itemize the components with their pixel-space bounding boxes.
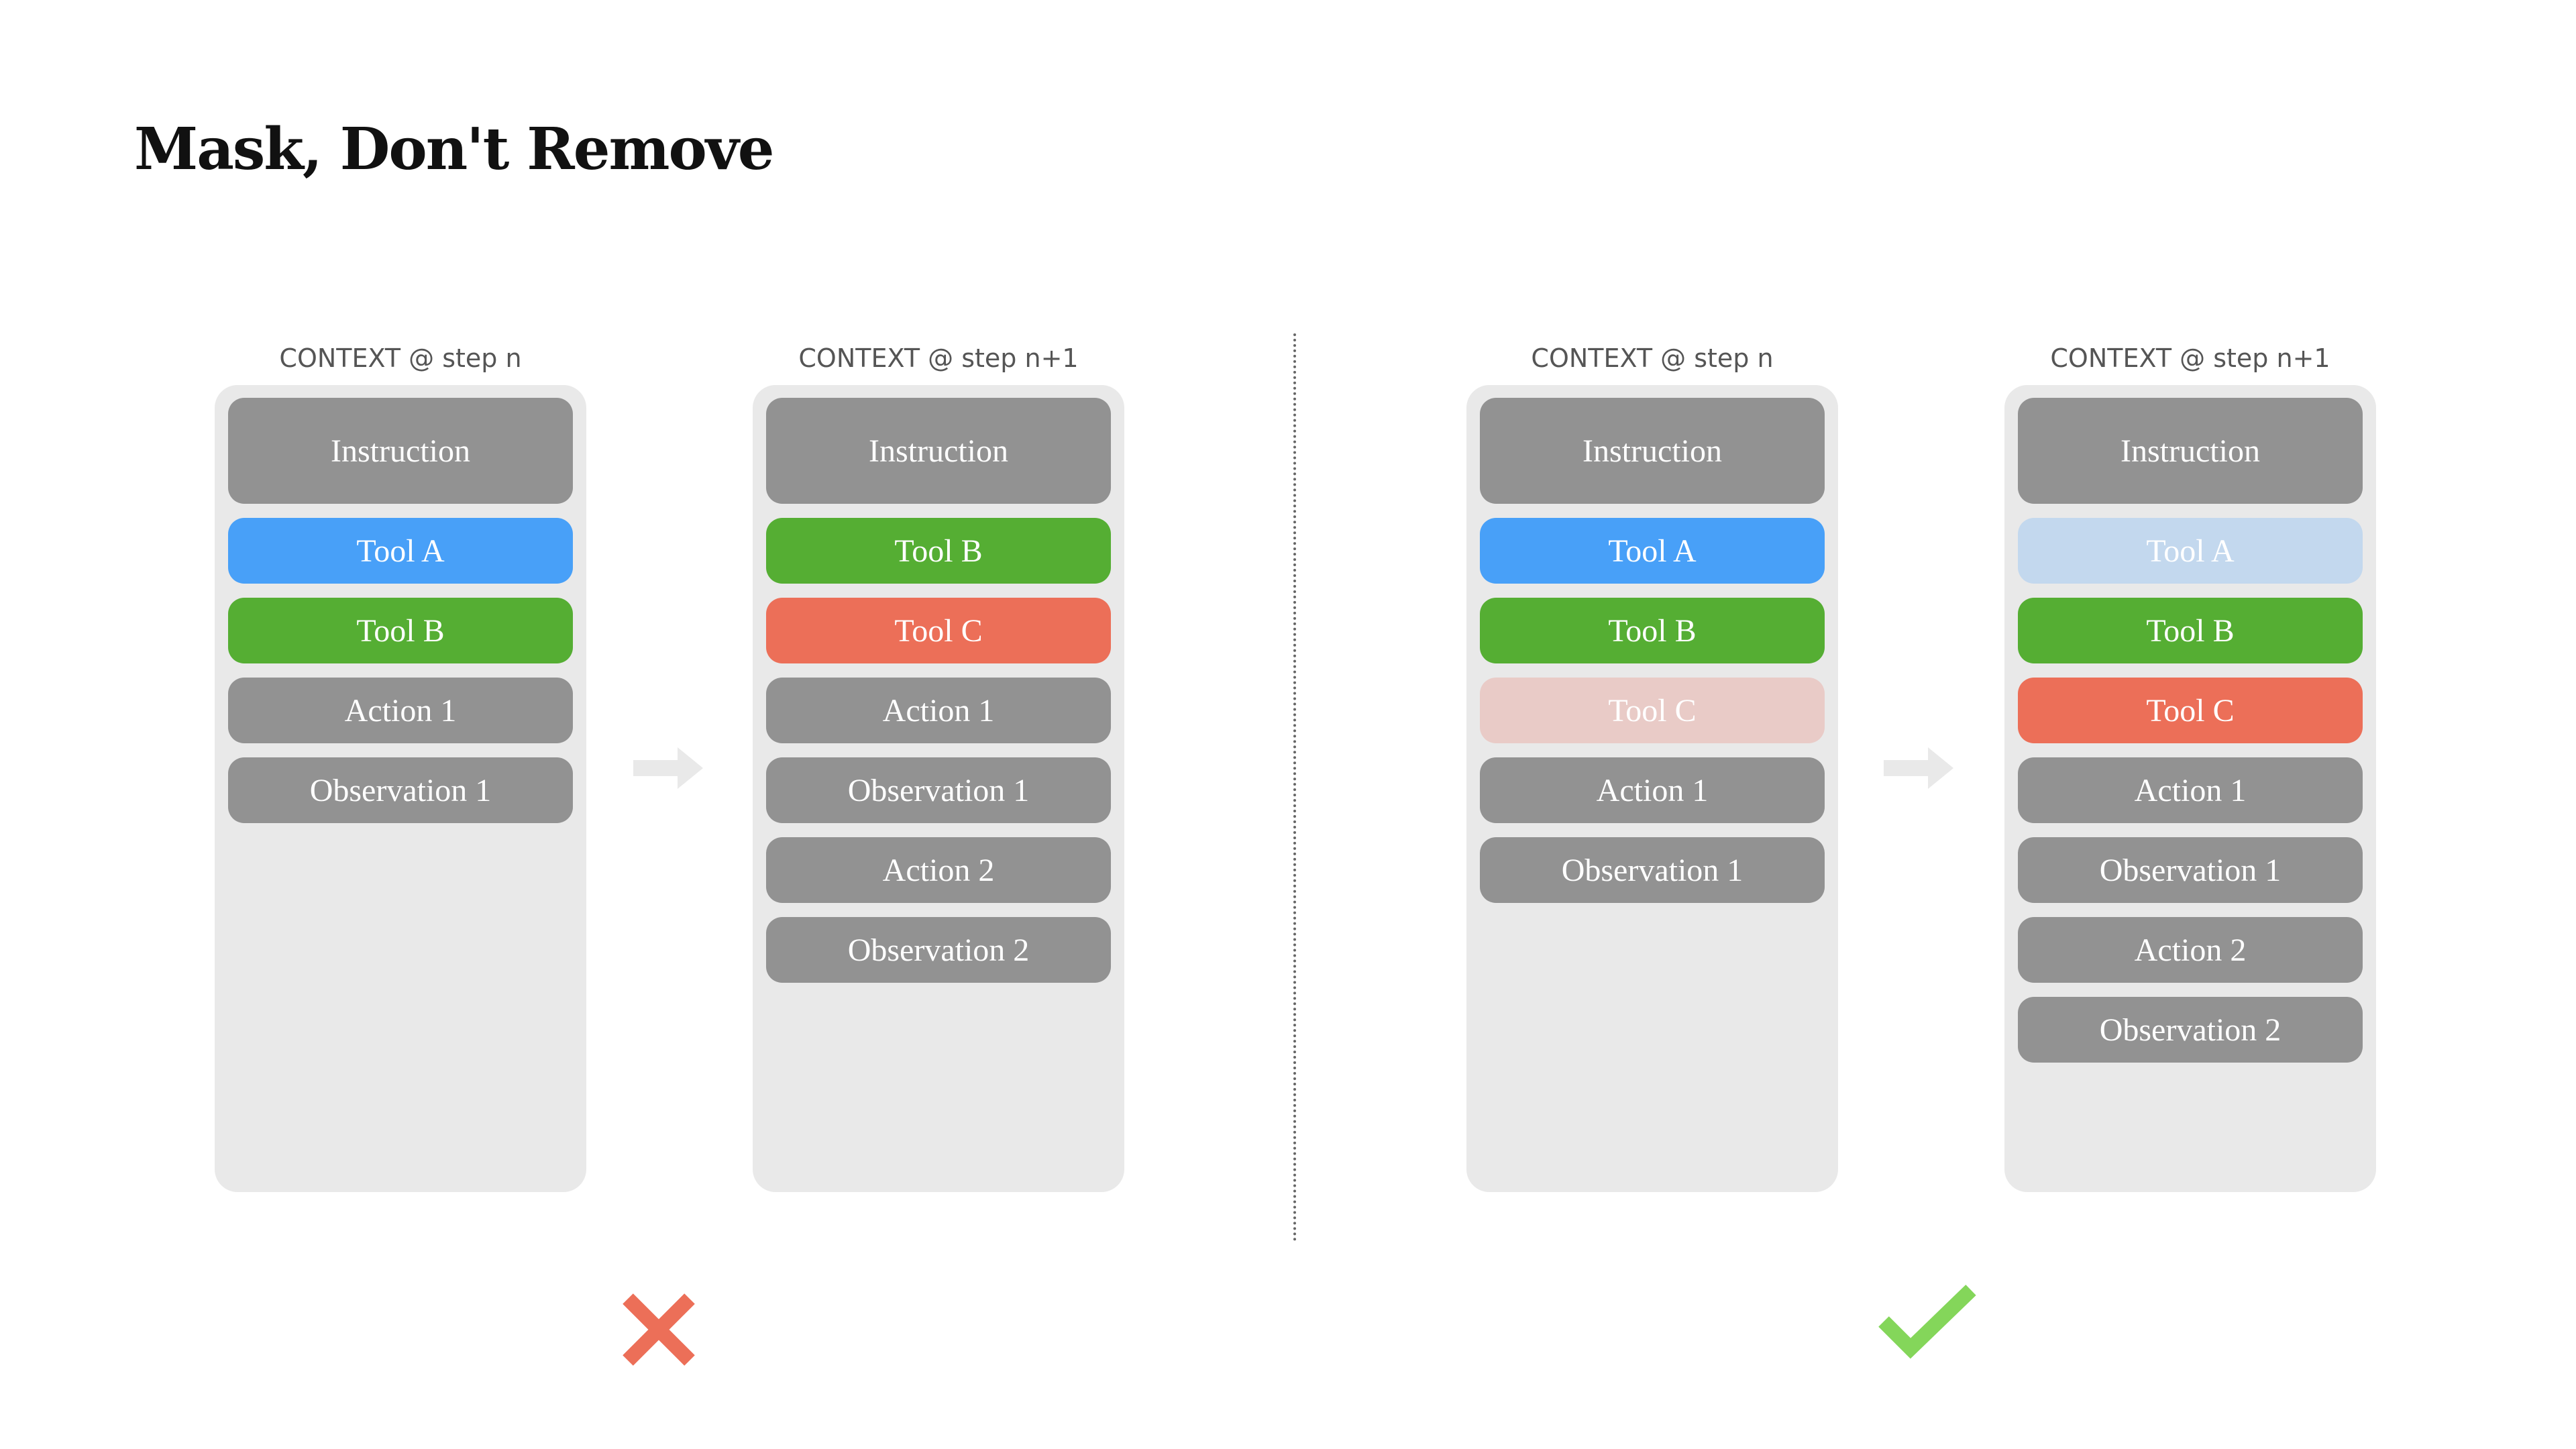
- section-divider: [1293, 333, 1296, 1242]
- context-label: CONTEXT @ step n+1: [2050, 343, 2330, 373]
- context-column: CONTEXT @ step n Instruction Tool A Tool B A…: [215, 335, 586, 1192]
- context-block-observation-1: Observation 1: [2018, 837, 2363, 903]
- context-block-tool-a: Tool A: [228, 518, 573, 584]
- context-block-observation-2: Observation 2: [2018, 997, 2363, 1063]
- context-block-observation-2: Observation 2: [766, 917, 1111, 983]
- context-block-action-1: Action 1: [1480, 757, 1825, 823]
- cross-icon: [623, 1293, 695, 1366]
- context-block-observation-1: Observation 1: [1480, 837, 1825, 903]
- context-block-action-1: Action 1: [228, 678, 573, 743]
- context-block-action-2: Action 2: [766, 837, 1111, 903]
- context-block-action-1: Action 1: [2018, 757, 2363, 823]
- context-label: CONTEXT @ step n: [279, 343, 522, 373]
- context-block-tool-a: Tool A: [1480, 518, 1825, 584]
- context-block-tool-c: Tool C: [2018, 678, 2363, 743]
- context-block-tool-b: Tool B: [766, 518, 1111, 584]
- context-panel: Instruction Tool A Tool B Action 1 Observati…: [215, 385, 586, 1192]
- context-block-action-2: Action 2: [2018, 917, 2363, 983]
- context-panel: Instruction Tool B Tool C Action 1 Observati…: [753, 385, 1124, 1192]
- context-panel: Instruction Tool A Tool B Tool C Action 1 Obs…: [1466, 385, 1838, 1192]
- context-block-tool-b: Tool B: [228, 598, 573, 663]
- context-block-instruction: Instruction: [766, 398, 1111, 504]
- context-column: CONTEXT @ step n Instruction Tool A Tool B T…: [1466, 335, 1838, 1192]
- context-block-tool-b: Tool B: [1480, 598, 1825, 663]
- context-label: CONTEXT @ step n+1: [798, 343, 1079, 373]
- context-block-instruction: Instruction: [2018, 398, 2363, 504]
- context-block-action-1: Action 1: [766, 678, 1111, 743]
- context-block-instruction: Instruction: [228, 398, 573, 504]
- context-block-tool-c: Tool C: [766, 598, 1111, 663]
- arrow-right-icon: [633, 747, 703, 789]
- check-icon: [1878, 1285, 1976, 1359]
- context-column: CONTEXT @ step n+1 Instruction Tool B Tool …: [753, 335, 1124, 1192]
- page-title: Mask, Don't Remove: [134, 115, 774, 183]
- context-panel: Instruction Tool A Tool B Tool C Action 1 Obs…: [2004, 385, 2376, 1192]
- context-block-instruction: Instruction: [1480, 398, 1825, 504]
- context-label: CONTEXT @ step n: [1531, 343, 1774, 373]
- context-block-tool-b: Tool B: [2018, 598, 2363, 663]
- context-block-observation-1: Observation 1: [766, 757, 1111, 823]
- context-block-tool-a-masked: Tool A: [2018, 518, 2363, 584]
- context-block-observation-1: Observation 1: [228, 757, 573, 823]
- arrow-right-icon: [1884, 747, 1953, 789]
- context-block-tool-c-masked: Tool C: [1480, 678, 1825, 743]
- context-column: CONTEXT @ step n+1 Instruction Tool A Tool …: [2004, 335, 2376, 1192]
